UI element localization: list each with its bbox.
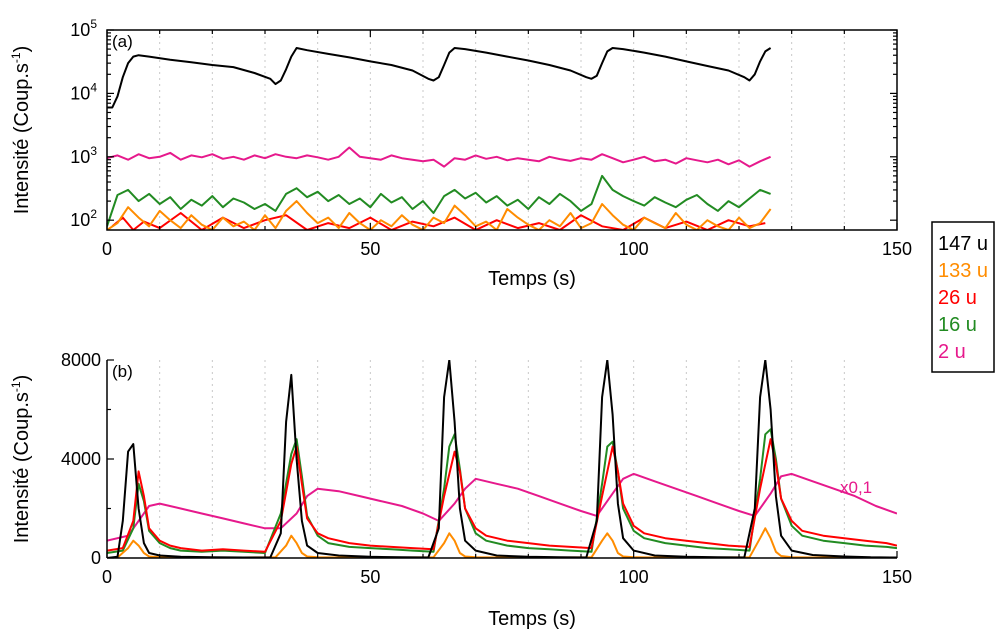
- series-line-2-u: [107, 472, 897, 542]
- y-tick-label: 4000: [61, 449, 101, 469]
- y-tick-label: 0: [91, 548, 101, 568]
- x-tick-label: 50: [360, 239, 380, 259]
- series-line-147-u: [107, 47, 772, 109]
- y-axis-title-main: Intensité (Coup.s: [11, 63, 33, 214]
- x-tick-label: 150: [882, 239, 912, 259]
- y-tick-label-exponent: 3: [90, 144, 97, 158]
- y-tick-label: 103: [70, 144, 97, 167]
- series-group: [107, 360, 897, 558]
- plot-frame: [106, 29, 898, 231]
- y-tick-label-exponent: 4: [90, 80, 97, 94]
- panel-label: (b): [112, 362, 133, 381]
- y-tick-label: 8000: [61, 350, 101, 370]
- y-tick-label: 104: [70, 80, 97, 103]
- series-line-26-u: [111, 212, 766, 230]
- y-axis-title-close: ): [11, 375, 33, 382]
- y-axis-title: Intensité (Coup.s-1): [9, 46, 33, 215]
- y-tick-label-base: 10: [70, 83, 90, 103]
- series-line-16-u: [107, 174, 771, 227]
- series-line-147-u: [107, 360, 897, 558]
- series-line-133-u: [107, 527, 897, 558]
- series-line-2-u: [107, 146, 771, 168]
- series-line-26-u: [107, 438, 897, 553]
- legend-item-label: 133 u: [938, 260, 988, 282]
- legend: 147 u 133 u 26 u 16 u 2 u: [931, 221, 995, 373]
- legend-item-label: 147 u: [938, 233, 988, 255]
- x-tick-label: 100: [619, 239, 649, 259]
- x-tick-label: 0: [102, 567, 112, 587]
- x-tick-label: 150: [882, 567, 912, 587]
- panel-label: (a): [112, 32, 133, 51]
- y-axis-title: Intensité (Coup.s-1): [9, 375, 33, 544]
- y-tick-label-exponent: 5: [90, 17, 97, 31]
- y-tick-label-exponent: 2: [90, 207, 97, 221]
- series-line-16-u: [107, 428, 897, 554]
- y-tick-label-base: 10: [70, 147, 90, 167]
- y-tick-label-base: 10: [70, 210, 90, 230]
- y-axis-title-superscript: -1: [9, 52, 23, 63]
- x-axis-title: Temps (s): [488, 608, 576, 630]
- x-tick-label: 100: [619, 567, 649, 587]
- series-group: [107, 47, 772, 230]
- y-axis-title-superscript: -1: [9, 381, 23, 392]
- x-tick-label: 50: [360, 567, 380, 587]
- y-tick-label: 105: [70, 17, 97, 40]
- legend-item-label: 2 u: [938, 341, 966, 363]
- panel-b: 0 50 100 150 0 4000 8000 Temps (s) Intensité (Co…: [9, 350, 912, 630]
- y-axis-title-close: ): [11, 46, 33, 53]
- legend-box: [931, 221, 995, 373]
- y-tick-label-base: 10: [70, 20, 90, 40]
- scale-annotation: x0,1: [840, 478, 872, 497]
- legend-item-label: 26 u: [938, 287, 977, 309]
- y-axis-title-main: Intensité (Coup.s: [11, 392, 33, 543]
- legend-item-label: 16 u: [938, 314, 977, 336]
- x-tick-label: 0: [102, 239, 112, 259]
- series-line-133-u: [107, 200, 772, 230]
- y-tick-label: 102: [70, 207, 97, 230]
- x-axis-title: Temps (s): [488, 268, 576, 290]
